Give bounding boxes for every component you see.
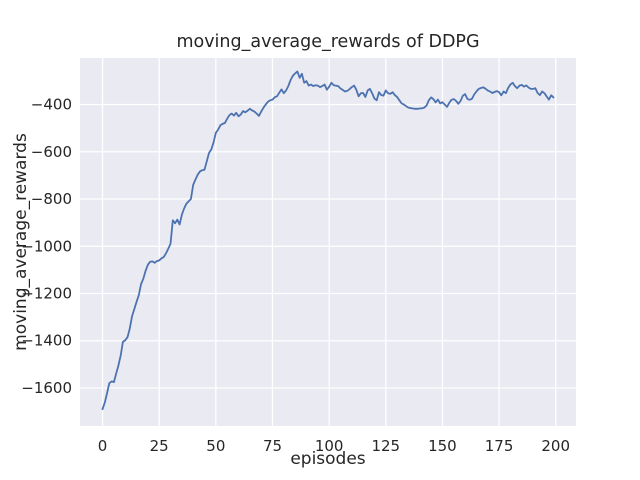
chart-title: moving_average_rewards of DDPG xyxy=(176,32,480,52)
y-tick-label: −400 xyxy=(31,96,72,114)
x-tick-label: 50 xyxy=(206,437,225,455)
y-tick-label: −1000 xyxy=(21,237,72,255)
series-line xyxy=(101,70,555,411)
y-tick-label: −1400 xyxy=(21,332,72,350)
x-tick-label: 175 xyxy=(485,437,514,455)
y-tick-label: −600 xyxy=(31,143,72,161)
x-tick-label: 25 xyxy=(150,437,169,455)
y-tick-label: −1600 xyxy=(21,379,72,397)
x-tick-label: 100 xyxy=(315,437,344,455)
x-tick-label: 75 xyxy=(263,437,282,455)
plot-area xyxy=(80,58,576,426)
x-tick-label: 0 xyxy=(98,437,108,455)
y-tick-label: −800 xyxy=(31,190,72,208)
x-tick-label: 150 xyxy=(428,437,457,455)
y-axis-label: moving_average_rewards xyxy=(11,133,31,351)
y-tick-label: −1200 xyxy=(21,284,72,302)
x-axis-label: episodes xyxy=(290,449,366,469)
x-tick-label: 200 xyxy=(541,437,570,455)
x-tick-label: 125 xyxy=(371,437,400,455)
